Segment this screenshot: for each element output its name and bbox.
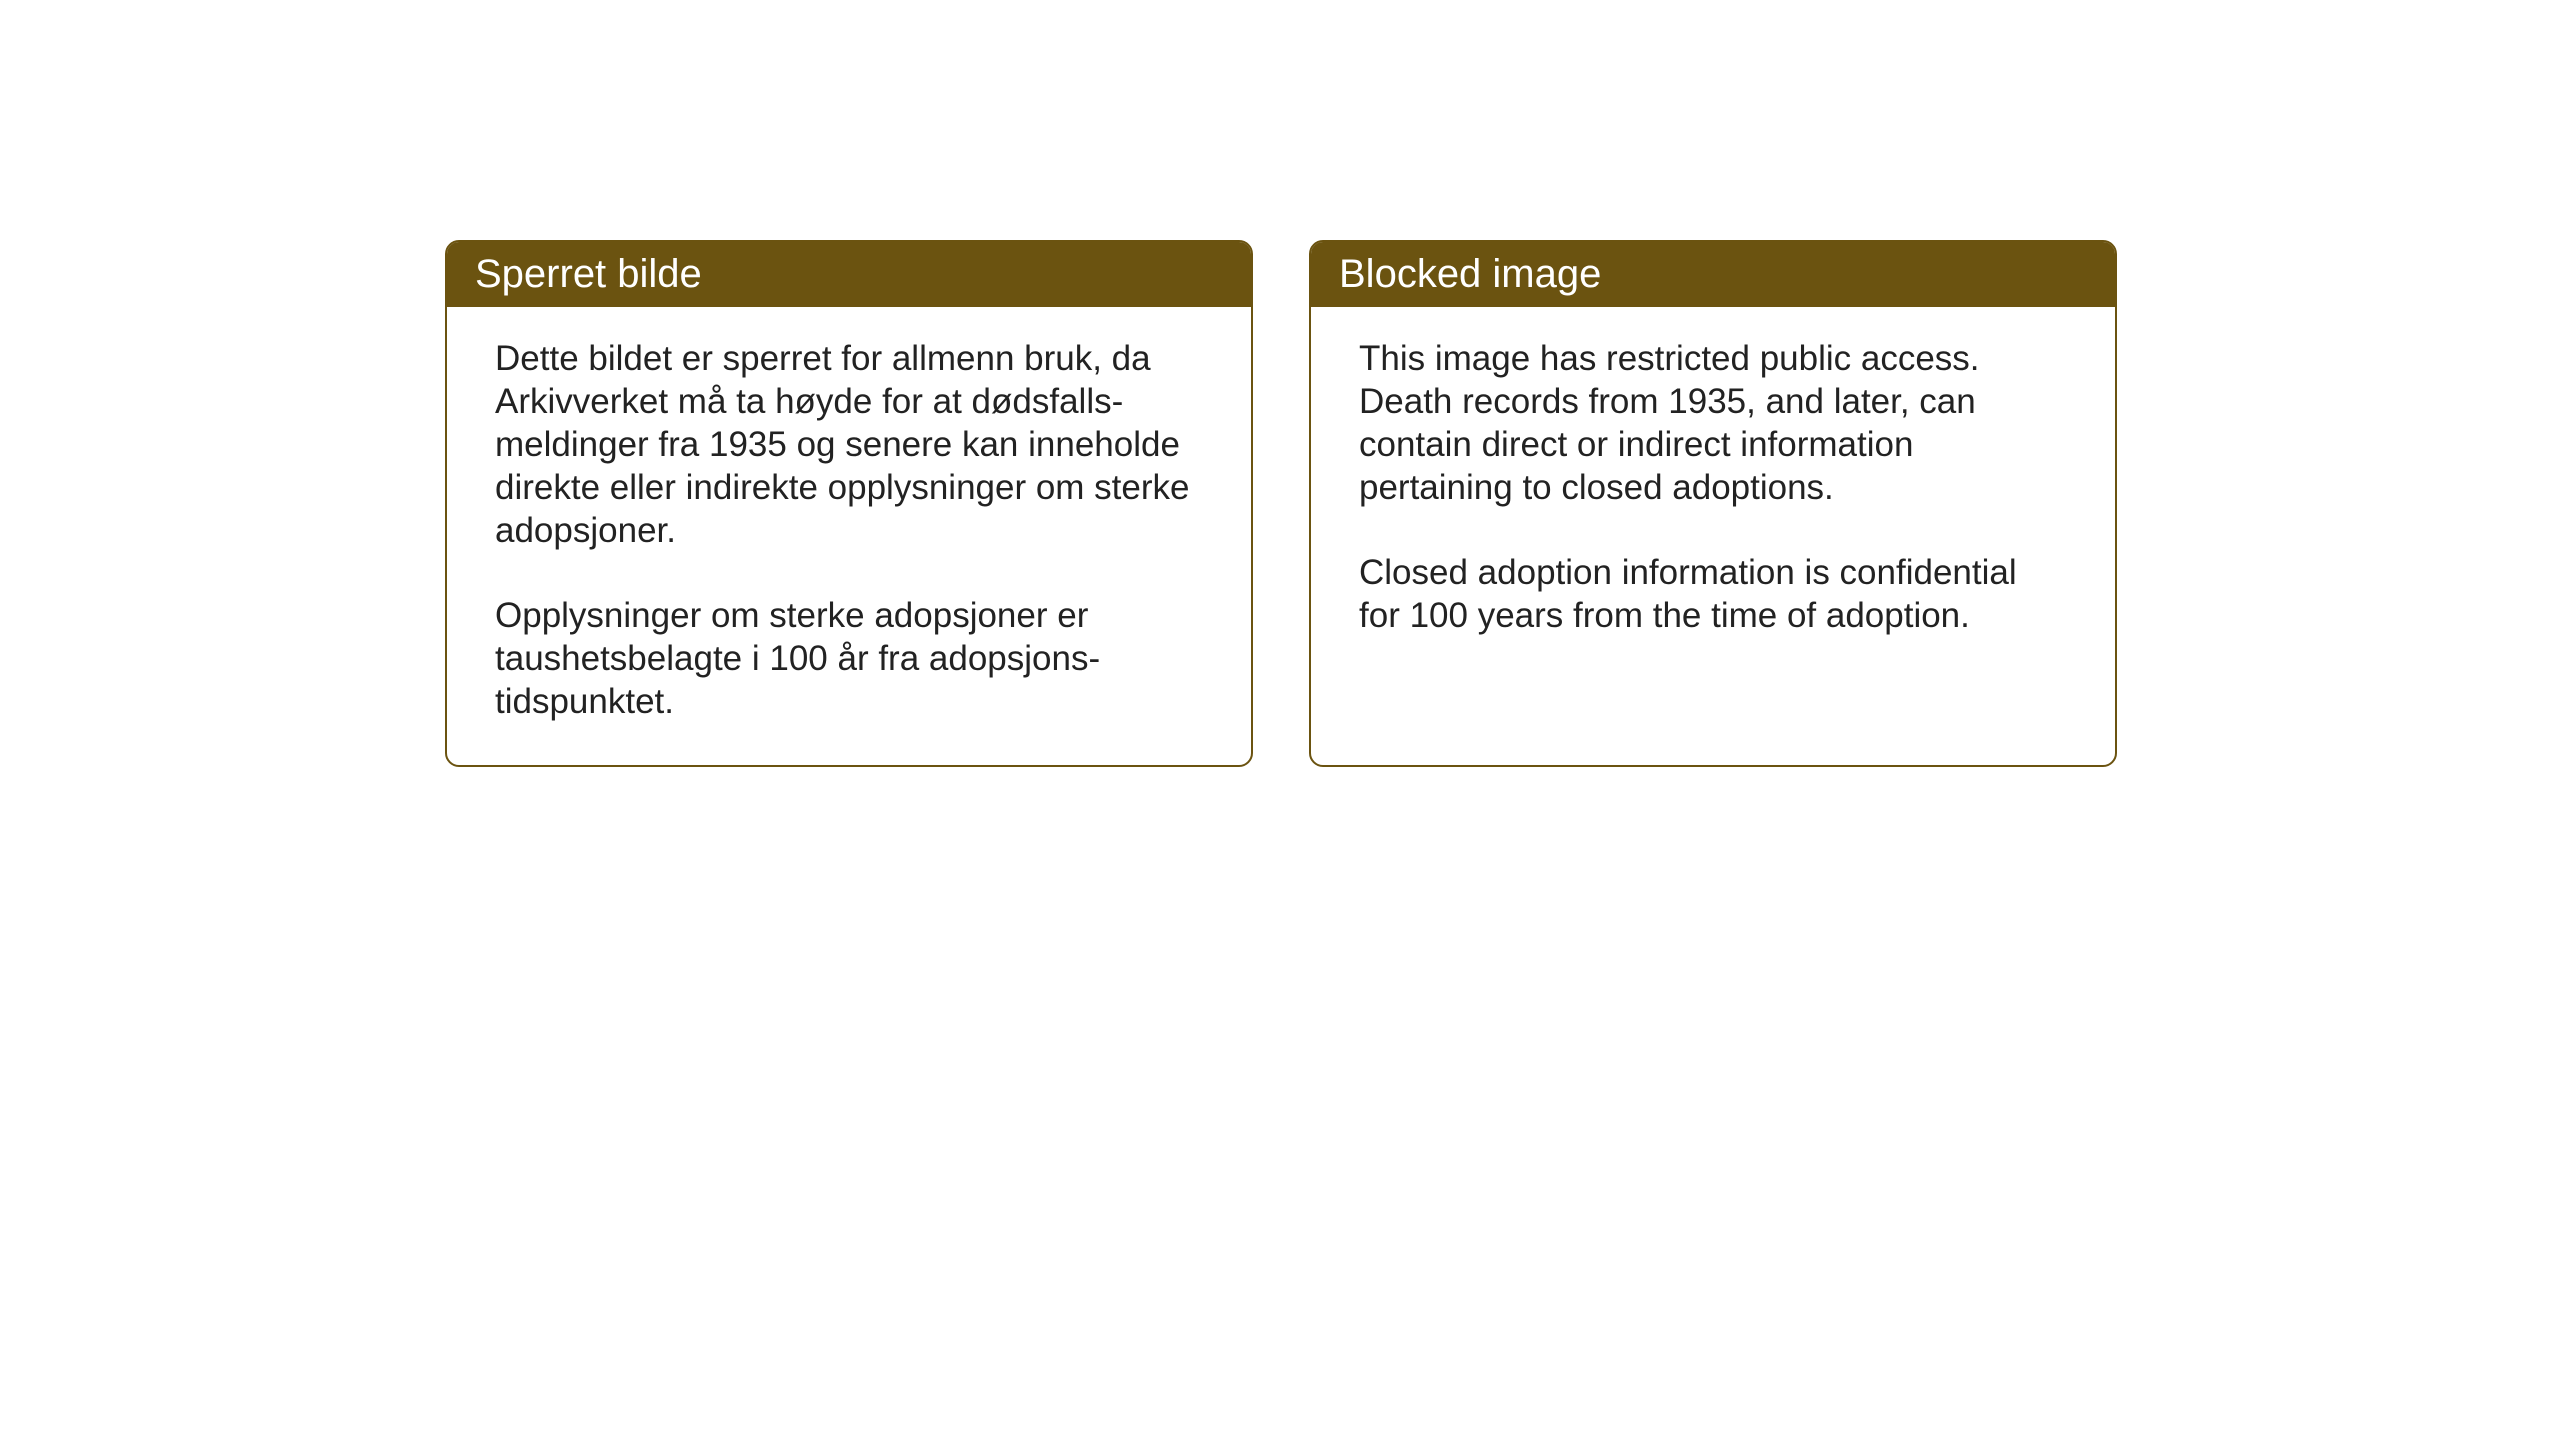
card-body-norwegian: Dette bildet er sperret for allmenn bruk… xyxy=(447,307,1251,765)
card-title: Blocked image xyxy=(1339,252,1601,296)
card-paragraph: Closed adoption information is confident… xyxy=(1359,551,2067,637)
card-header-english: Blocked image xyxy=(1311,242,2115,307)
card-paragraph: This image has restricted public access.… xyxy=(1359,337,2067,509)
notice-container: Sperret bilde Dette bildet er sperret fo… xyxy=(445,240,2117,767)
card-paragraph: Opplysninger om sterke adopsjoner er tau… xyxy=(495,594,1203,723)
card-title: Sperret bilde xyxy=(475,252,702,296)
notice-card-english: Blocked image This image has restricted … xyxy=(1309,240,2117,767)
card-body-english: This image has restricted public access.… xyxy=(1311,307,2115,679)
card-header-norwegian: Sperret bilde xyxy=(447,242,1251,307)
notice-card-norwegian: Sperret bilde Dette bildet er sperret fo… xyxy=(445,240,1253,767)
card-paragraph: Dette bildet er sperret for allmenn bruk… xyxy=(495,337,1203,552)
